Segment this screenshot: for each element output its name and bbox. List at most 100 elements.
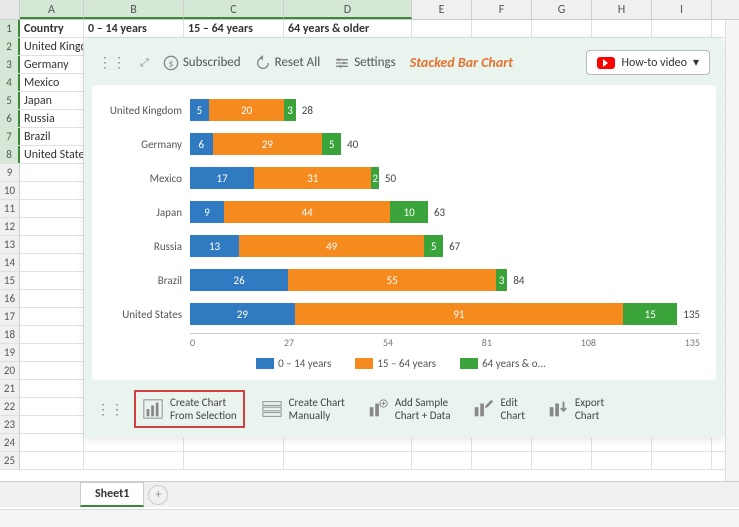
export-chart-button[interactable]: ExportChart bbox=[541, 392, 610, 426]
create-chart-from-selection-button[interactable]: Create ChartFrom Selection bbox=[134, 390, 245, 428]
row-header[interactable]: 4 bbox=[0, 74, 20, 91]
cell[interactable] bbox=[412, 20, 472, 37]
cell[interactable]: Mexico bbox=[20, 74, 84, 91]
bar-label: United Kingdom bbox=[102, 104, 190, 117]
column-header[interactable]: D bbox=[284, 0, 412, 19]
cell[interactable] bbox=[20, 218, 84, 235]
cell[interactable] bbox=[84, 452, 184, 469]
row-header[interactable]: 18 bbox=[0, 326, 20, 343]
cell[interactable] bbox=[592, 20, 652, 37]
btn-line1: Create Chart bbox=[170, 396, 226, 409]
row-header[interactable]: 15 bbox=[0, 272, 20, 289]
column-header[interactable]: H bbox=[592, 0, 652, 19]
cell[interactable] bbox=[20, 200, 84, 217]
cell[interactable] bbox=[20, 362, 84, 379]
column-header[interactable]: F bbox=[472, 0, 532, 19]
column-header[interactable]: G bbox=[532, 0, 592, 19]
row-header[interactable]: 7 bbox=[0, 128, 20, 145]
row-header[interactable]: 2 bbox=[0, 38, 20, 55]
bar-track: 629540 bbox=[190, 133, 700, 155]
column-header[interactable]: E bbox=[412, 0, 472, 19]
cell[interactable] bbox=[20, 380, 84, 397]
row-header[interactable]: 22 bbox=[0, 398, 20, 415]
row-header[interactable]: 9 bbox=[0, 164, 20, 181]
subscribed-button[interactable]: $ Subscribed bbox=[163, 55, 241, 71]
cell[interactable] bbox=[472, 20, 532, 37]
cell[interactable] bbox=[20, 398, 84, 415]
column-header[interactable]: A bbox=[20, 0, 84, 19]
cell[interactable] bbox=[20, 272, 84, 289]
column-header[interactable]: B bbox=[84, 0, 184, 19]
row-header[interactable]: 13 bbox=[0, 236, 20, 253]
add-sample-button[interactable]: Add SampleChart + Data bbox=[361, 392, 457, 426]
settings-button[interactable]: Settings bbox=[334, 55, 396, 71]
cell[interactable] bbox=[20, 164, 84, 181]
cell[interactable] bbox=[412, 452, 472, 469]
bar-label: Germany bbox=[102, 138, 190, 151]
add-sheet-button[interactable]: + bbox=[148, 485, 168, 505]
cell[interactable] bbox=[652, 452, 712, 469]
cell[interactable] bbox=[532, 20, 592, 37]
cell[interactable] bbox=[20, 254, 84, 271]
row-header[interactable]: 5 bbox=[0, 92, 20, 109]
cell[interactable] bbox=[592, 452, 652, 469]
cell[interactable] bbox=[20, 308, 84, 325]
row-header[interactable]: 17 bbox=[0, 308, 20, 325]
horizontal-scrollbar[interactable] bbox=[0, 509, 739, 527]
cell[interactable]: Country bbox=[20, 20, 84, 37]
sheet-tab[interactable]: Sheet1 bbox=[80, 482, 144, 507]
row-header[interactable]: 14 bbox=[0, 254, 20, 271]
cell[interactable]: 0 – 14 years bbox=[84, 20, 184, 37]
btn-line2: Chart bbox=[575, 409, 599, 422]
cell[interactable] bbox=[532, 452, 592, 469]
axis-tick: 135 bbox=[685, 336, 700, 349]
cell[interactable] bbox=[472, 452, 532, 469]
row-header[interactable]: 11 bbox=[0, 200, 20, 217]
cell[interactable] bbox=[652, 20, 712, 37]
panel-toolbar: ⋮⋮ ⤢ $ Subscribed Reset All Settings Sta… bbox=[92, 46, 716, 85]
row-header[interactable]: 12 bbox=[0, 218, 20, 235]
edit-chart-button[interactable]: EditChart bbox=[466, 392, 530, 426]
cell[interactable] bbox=[20, 452, 84, 469]
cell[interactable]: United States bbox=[20, 146, 84, 163]
row-header[interactable]: 21 bbox=[0, 380, 20, 397]
drag-handle-icon[interactable]: ⋮⋮ bbox=[96, 401, 124, 418]
cell[interactable] bbox=[20, 182, 84, 199]
cell[interactable]: Japan bbox=[20, 92, 84, 109]
reset-button[interactable]: Reset All bbox=[255, 55, 321, 71]
bar-total: 67 bbox=[449, 240, 460, 253]
cell[interactable]: Brazil bbox=[20, 128, 84, 145]
cell[interactable]: Germany bbox=[20, 56, 84, 73]
cell[interactable]: 15 – 64 years bbox=[184, 20, 284, 37]
column-header[interactable]: C bbox=[184, 0, 284, 19]
row-header[interactable]: 25 bbox=[0, 452, 20, 469]
expand-icon[interactable]: ⤢ bbox=[140, 56, 149, 70]
cell[interactable] bbox=[20, 326, 84, 343]
cell[interactable]: 64 years & older bbox=[284, 20, 412, 37]
row-header[interactable]: 16 bbox=[0, 290, 20, 307]
row-header[interactable]: 8 bbox=[0, 146, 20, 163]
column-header[interactable]: I bbox=[652, 0, 712, 19]
howto-video-button[interactable]: How-to video ▾ bbox=[586, 50, 710, 75]
row-header[interactable]: 20 bbox=[0, 362, 20, 379]
row-header[interactable]: 24 bbox=[0, 434, 20, 451]
create-chart-manually-button[interactable]: Create ChartManually bbox=[255, 392, 351, 426]
vertical-scrollbar[interactable] bbox=[725, 20, 739, 481]
cell[interactable]: Russia bbox=[20, 110, 84, 127]
cell[interactable] bbox=[184, 452, 284, 469]
row-header[interactable]: 19 bbox=[0, 344, 20, 361]
row-header[interactable]: 6 bbox=[0, 110, 20, 127]
cell[interactable] bbox=[284, 452, 412, 469]
drag-handle-icon[interactable]: ⋮⋮ bbox=[98, 54, 126, 71]
cell[interactable]: United Kingdom bbox=[20, 38, 84, 55]
cell[interactable] bbox=[20, 236, 84, 253]
select-all-corner[interactable] bbox=[0, 0, 20, 19]
cell[interactable] bbox=[20, 344, 84, 361]
row-header[interactable]: 23 bbox=[0, 416, 20, 433]
cell[interactable] bbox=[20, 416, 84, 433]
row-header[interactable]: 3 bbox=[0, 56, 20, 73]
cell[interactable] bbox=[20, 290, 84, 307]
row-header[interactable]: 10 bbox=[0, 182, 20, 199]
cell[interactable] bbox=[20, 434, 84, 451]
row-header[interactable]: 1 bbox=[0, 20, 20, 37]
